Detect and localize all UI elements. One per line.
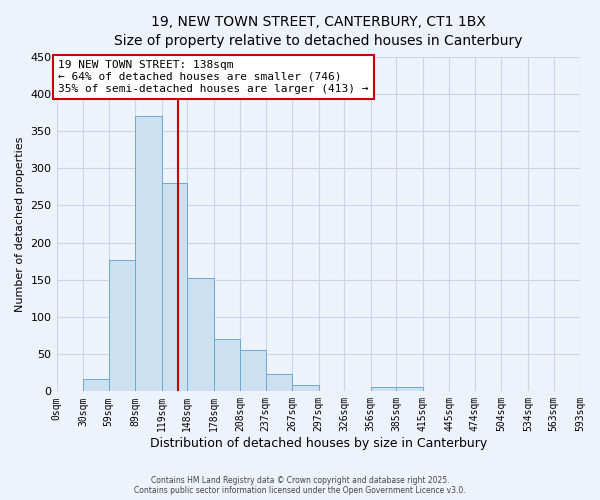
- Y-axis label: Number of detached properties: Number of detached properties: [15, 136, 25, 312]
- Title: 19, NEW TOWN STREET, CANTERBURY, CT1 1BX
Size of property relative to detached h: 19, NEW TOWN STREET, CANTERBURY, CT1 1BX…: [114, 15, 523, 48]
- Bar: [109, 260, 135, 392]
- Bar: [214, 340, 240, 392]
- Text: 19 NEW TOWN STREET: 138sqm
← 64% of detached houses are smaller (746)
35% of sem: 19 NEW TOWN STREET: 138sqm ← 64% of deta…: [58, 60, 369, 94]
- Bar: [135, 116, 161, 392]
- Bar: [240, 350, 266, 392]
- X-axis label: Distribution of detached houses by size in Canterbury: Distribution of detached houses by size …: [149, 437, 487, 450]
- Bar: [266, 374, 292, 392]
- Bar: [83, 378, 109, 392]
- Bar: [371, 387, 397, 392]
- Bar: [292, 384, 319, 392]
- Text: Contains HM Land Registry data © Crown copyright and database right 2025.
Contai: Contains HM Land Registry data © Crown c…: [134, 476, 466, 495]
- Bar: [187, 278, 214, 392]
- Bar: [397, 387, 423, 392]
- Bar: [161, 183, 187, 392]
